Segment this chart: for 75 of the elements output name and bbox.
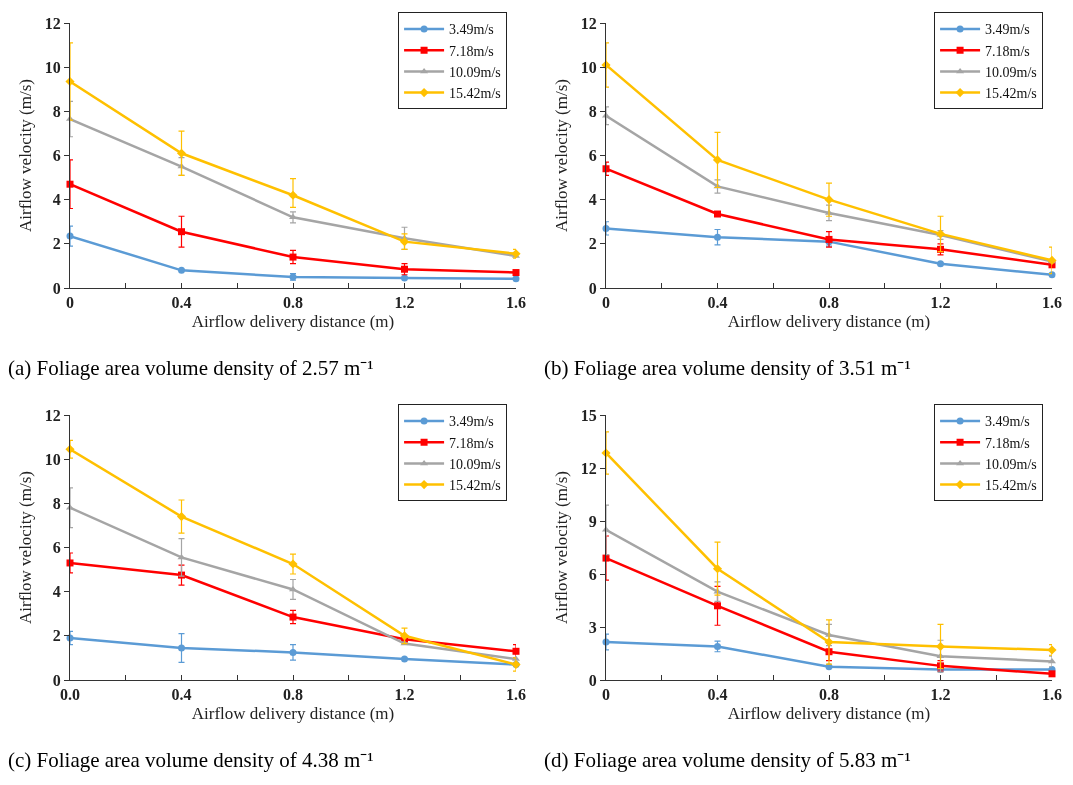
y-tick-label: 6 [52,539,61,557]
x-tick-label: 0.4 [171,686,192,704]
legend-label: 3.49m/s [985,414,1030,430]
y-tick-label: 0 [588,279,597,297]
y-tick-label: 8 [52,494,61,512]
y-tick-label: 0 [52,671,61,689]
y-tick-label: 8 [52,102,61,120]
y-tick-label: 3 [588,618,597,636]
legend-label: 10.09m/s [449,456,501,472]
y-tick-label: 2 [52,627,61,645]
y-tick-label: 0 [52,279,61,297]
y-tick-label: 6 [588,147,597,165]
x-tick-label: 1.6 [1042,686,1062,704]
legend-label: 10.09m/s [449,64,501,80]
y-tick-label: 2 [588,235,597,253]
x-axis-title: Airflow delivery distance (m) [191,311,395,331]
x-tick-label: 0.4 [171,294,192,312]
x-tick-label: 0 [602,686,610,704]
y-tick-label: 4 [52,583,61,601]
y-tick-label: 8 [588,102,597,120]
y-axis-title: Airflow velocity (m/s) [16,471,36,624]
x-tick-label: 0.8 [283,294,303,312]
y-tick-label: 9 [588,512,597,530]
y-axis-title: Airflow velocity (m/s) [16,79,36,232]
legend-label: 7.18m/s [985,43,1030,59]
y-tick-label: 12 [580,459,597,477]
legend-label: 7.18m/s [449,435,494,451]
x-tick-label: 1.6 [506,294,526,312]
x-tick-label: 0.0 [60,686,80,704]
y-tick-label: 6 [52,147,61,165]
legend-label: 15.42m/s [449,86,501,102]
legend-label: 10.09m/s [985,456,1037,472]
text: (d) Foliage area volume density of 5.83 m⁻¹ [543,747,912,774]
x-tick-label: 0 [66,294,74,312]
x-tick-label: 0.8 [819,294,839,312]
y-tick-label: 12 [44,14,61,32]
y-tick-label: 4 [52,191,61,209]
x-tick-label: 0 [602,294,610,312]
y-tick-label: 12 [44,406,61,424]
text: (c) Foliage area volume density of 4.38 m⁻¹ [7,747,375,774]
legend-label: 15.42m/s [985,86,1037,102]
legend-label: 3.49m/s [449,22,494,38]
x-tick-label: 0.8 [283,686,303,704]
legend-label: 10.09m/s [985,64,1037,80]
text: (b) Foliage area volume density of 3.51 m⁻¹ [543,355,912,382]
y-axis-title: Airflow velocity (m/s) [552,79,572,232]
x-tick-label: 0.4 [707,686,728,704]
x-tick-label: 1.2 [930,686,951,704]
x-tick-label: 0.8 [819,686,839,704]
x-tick-label: 0.4 [707,294,728,312]
x-tick-label: 1.2 [394,294,415,312]
y-tick-label: 4 [588,191,597,209]
y-tick-label: 12 [580,14,597,32]
x-axis-title: Airflow delivery distance (m) [727,703,931,723]
y-tick-label: 0 [588,671,597,689]
y-tick-label: 10 [580,58,597,76]
x-tick-label: 1.2 [394,686,415,704]
y-tick-label: 6 [588,565,597,583]
text: (a) Foliage area volume density of 2.57 m⁻¹ [7,355,375,382]
x-tick-label: 1.6 [1042,294,1062,312]
y-tick-label: 10 [44,450,61,468]
x-tick-label: 1.6 [506,686,526,704]
x-axis-title: Airflow delivery distance (m) [191,703,395,723]
y-tick-label: 10 [44,58,61,76]
legend-label: 7.18m/s [985,435,1030,451]
legend-label: 3.49m/s [449,414,494,430]
x-tick-label: 1.2 [930,294,951,312]
legend-label: 7.18m/s [449,43,494,59]
legend-label: 15.42m/s [985,478,1037,494]
legend-label: 15.42m/s [449,478,501,494]
y-axis-title: Airflow velocity (m/s) [552,471,572,624]
legend-label: 3.49m/s [985,22,1030,38]
x-axis-title: Airflow delivery distance (m) [727,311,931,331]
y-tick-label: 2 [52,235,61,253]
y-tick-label: 15 [580,406,597,424]
